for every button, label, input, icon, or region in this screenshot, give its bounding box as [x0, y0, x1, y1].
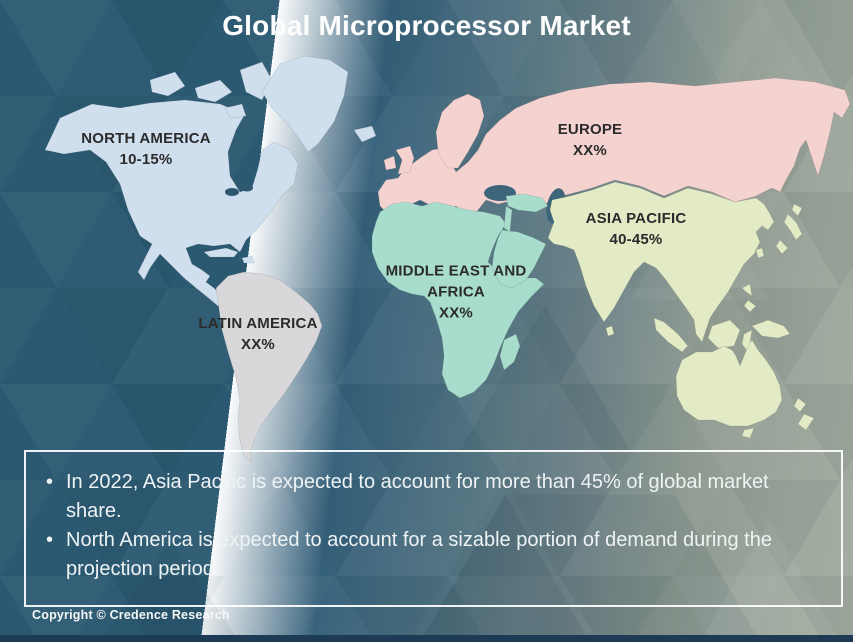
map-region-middle-east-africa [371, 193, 549, 399]
region-share: XX% [241, 336, 275, 353]
region-share: XX% [573, 142, 607, 159]
region-name: ASIA PACIFIC [585, 210, 687, 227]
label-latin-america: LATIN AMERICA XX% [198, 313, 317, 355]
map-region-north-america [44, 55, 377, 307]
region-name: LATIN AMERICA [198, 315, 318, 332]
map-region-asia-pacific [547, 181, 815, 439]
region-name: EUROPE [557, 121, 623, 138]
insight-item: North America is expected to account for… [40, 526, 823, 584]
insights-list: In 2022, Asia Pacific is expected to acc… [26, 452, 841, 584]
page-title: Global Microprocessor Market [222, 10, 631, 41]
region-name: NORTH AMERICA [81, 130, 211, 147]
map-lakes [225, 184, 253, 196]
label-north-america: NORTH AMERICA 10-15% [81, 128, 211, 170]
insights-box: In 2022, Asia Pacific is expected to acc… [24, 450, 843, 607]
region-name: MIDDLE EAST AND AFRICA [385, 262, 527, 301]
insight-item: In 2022, Asia Pacific is expected to acc… [40, 468, 823, 526]
region-share: 40-45% [609, 231, 663, 248]
region-share: XX% [439, 304, 473, 322]
region-share: 10-15% [119, 151, 173, 168]
label-europe: EUROPE XX% [558, 119, 623, 161]
bottom-accent-bar [0, 635, 853, 642]
label-middle-east-africa: MIDDLE EAST AND AFRICA XX% [366, 261, 546, 324]
copyright-text: Copyright © Credence Research [32, 608, 230, 622]
map-region-latin-america [215, 271, 323, 463]
label-asia-pacific: ASIA PACIFIC 40-45% [586, 208, 687, 250]
